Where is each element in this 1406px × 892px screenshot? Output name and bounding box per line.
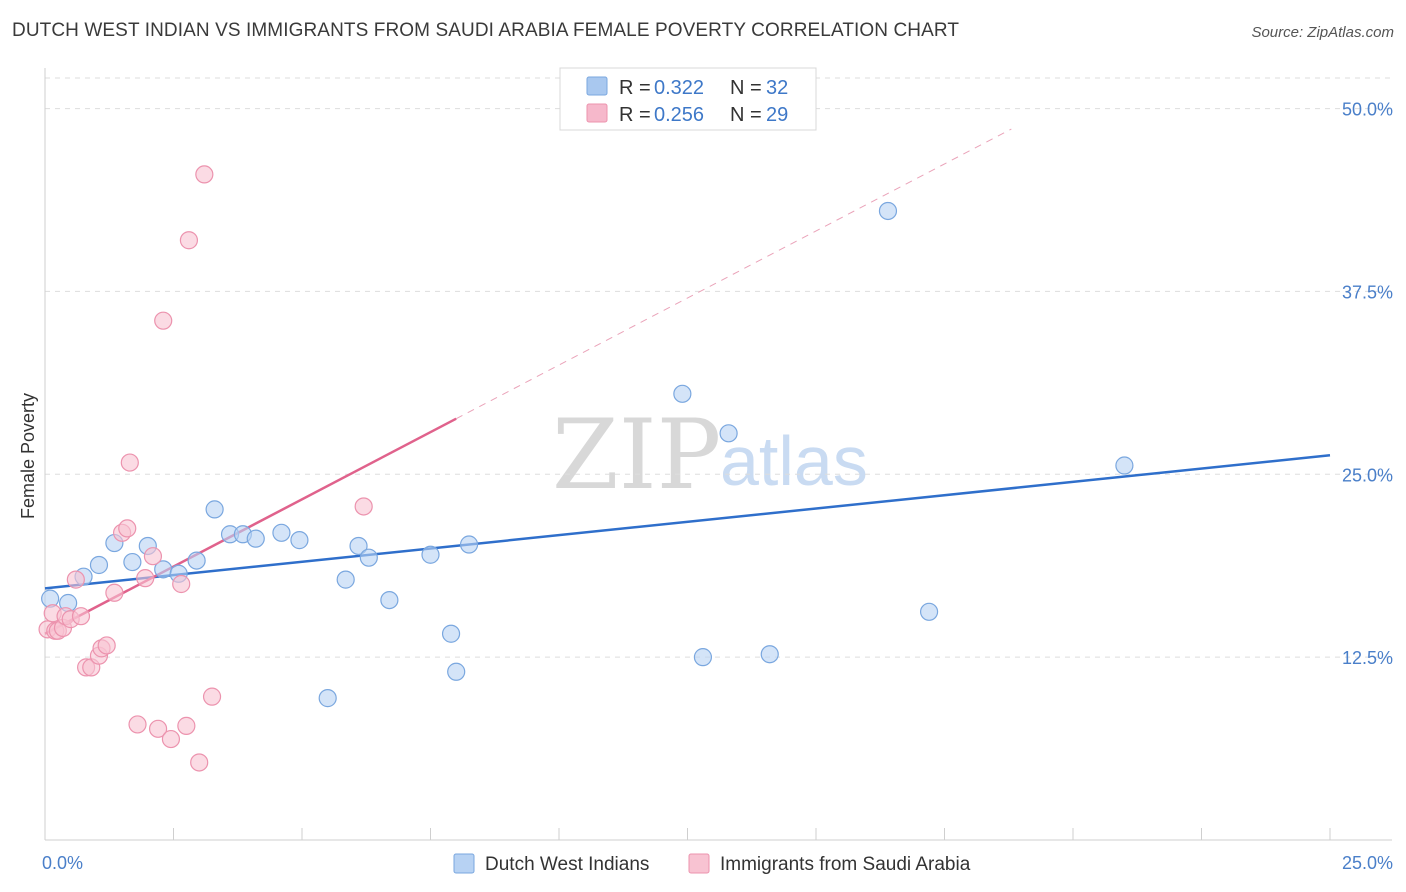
data-point-dutch-west-indians — [336, 570, 355, 589]
data-point-dutch-west-indians — [380, 590, 399, 610]
trend-line-blue — [44, 454, 1331, 590]
data-point-dutch-west-indians — [359, 548, 378, 567]
data-point-saudi-arabia — [71, 607, 91, 626]
legend-r-value-pink: 0.256 — [654, 104, 704, 126]
legend-swatch-blue — [586, 76, 608, 96]
bottom-legend-swatch-blue — [453, 853, 475, 874]
data-point-dutch-west-indians — [123, 552, 142, 572]
data-point-saudi-arabia — [202, 687, 222, 706]
data-point-dutch-west-indians — [719, 424, 738, 443]
data-point-dutch-west-indians — [760, 645, 779, 664]
legend-swatch-pink — [586, 103, 608, 123]
trend-lines — [44, 128, 1331, 635]
data-point-saudi-arabia — [120, 453, 139, 472]
data-points — [38, 165, 1134, 772]
data-point-dutch-west-indians — [1115, 456, 1134, 475]
data-point-dutch-west-indians — [89, 555, 109, 575]
trend-line-pink-extended — [455, 128, 1012, 420]
chart-title: DUTCH WEST INDIAN VS IMMIGRANTS FROM SAU… — [12, 20, 960, 41]
source-label: Source: ZipAtlas.com — [1251, 24, 1394, 41]
data-point-saudi-arabia — [66, 570, 85, 589]
y-tick-label: 37.5% — [1342, 282, 1393, 302]
data-point-saudi-arabia — [128, 715, 147, 734]
legend-r-label-pink: R = — [619, 104, 651, 126]
legend-n-value-blue: 32 — [766, 77, 788, 99]
data-point-dutch-west-indians — [187, 551, 206, 570]
data-point-dutch-west-indians — [349, 536, 368, 556]
bottom-legend-label-blue: Dutch West Indians — [485, 854, 649, 875]
data-point-saudi-arabia — [105, 583, 124, 602]
data-point-dutch-west-indians — [673, 384, 692, 403]
y-tick-label: 25.0% — [1342, 465, 1393, 485]
data-point-saudi-arabia — [354, 497, 373, 516]
series-legend: Dutch West Indians Immigrants from Saudi… — [453, 853, 971, 875]
y-tick-label: 50.0% — [1342, 100, 1393, 120]
data-point-saudi-arabia — [195, 165, 214, 184]
data-point-dutch-west-indians — [447, 662, 466, 681]
correlation-legend: R = 0.322 N = 32 R = 0.256 N = 29 — [559, 67, 817, 131]
axes: 12.5% 25.0% 37.5% 50.0% 0.0% 25.0% — [42, 68, 1393, 873]
data-point-saudi-arabia — [154, 311, 173, 330]
data-point-dutch-west-indians — [421, 545, 440, 564]
bottom-legend-label-pink: Immigrants from Saudi Arabia — [720, 854, 971, 875]
watermark-zip: ZIP — [552, 399, 721, 511]
x-tick-label: 25.0% — [1342, 853, 1393, 873]
data-point-saudi-arabia — [118, 519, 137, 538]
data-point-dutch-west-indians — [441, 624, 461, 643]
data-point-dutch-west-indians — [290, 531, 309, 550]
y-tick-label: 12.5% — [1342, 648, 1393, 668]
legend-n-label-pink: N = — [730, 104, 762, 126]
data-point-saudi-arabia — [143, 547, 163, 566]
data-point-saudi-arabia — [161, 729, 181, 749]
data-point-dutch-west-indians — [693, 648, 713, 667]
y-axis-title: Female Poverty — [18, 393, 38, 519]
legend-n-label-blue: N = — [730, 77, 762, 99]
legend-r-label-blue: R = — [619, 77, 651, 99]
data-point-saudi-arabia — [179, 231, 199, 250]
data-point-saudi-arabia — [172, 574, 191, 594]
bottom-legend-swatch-pink — [688, 853, 710, 874]
legend-r-value-blue: 0.322 — [654, 77, 704, 99]
x-tick-label: 0.0% — [42, 853, 83, 873]
legend-n-value-pink: 29 — [766, 104, 788, 126]
data-point-dutch-west-indians — [878, 201, 898, 221]
data-point-dutch-west-indians — [459, 535, 479, 554]
data-point-dutch-west-indians — [318, 689, 337, 708]
data-point-dutch-west-indians — [246, 529, 265, 548]
data-point-saudi-arabia — [177, 716, 196, 735]
watermark-atlas: atlas — [720, 422, 868, 500]
data-point-saudi-arabia — [190, 753, 209, 772]
data-point-dutch-west-indians — [272, 523, 291, 542]
grid-lines — [45, 77, 1392, 658]
data-point-saudi-arabia — [97, 636, 116, 655]
data-point-saudi-arabia — [148, 719, 168, 738]
data-point-saudi-arabia — [136, 569, 155, 588]
data-point-dutch-west-indians — [919, 602, 939, 621]
data-point-dutch-west-indians — [205, 500, 224, 519]
